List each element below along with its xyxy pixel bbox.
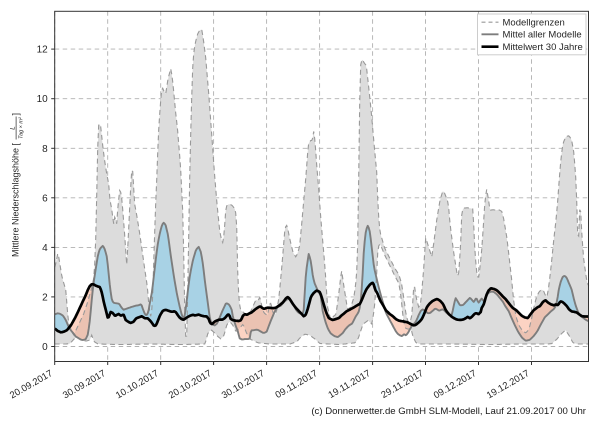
svg-text:4: 4 bbox=[42, 243, 48, 254]
svg-text:L: L bbox=[9, 126, 16, 130]
svg-text:2: 2 bbox=[42, 292, 48, 303]
svg-text:Mittel aller Modelle: Mittel aller Modelle bbox=[503, 30, 582, 41]
svg-text:]: ] bbox=[11, 113, 21, 116]
svg-text:Mittlere Niederschlagshöhe [: Mittlere Niederschlagshöhe [ bbox=[11, 142, 21, 257]
svg-text:(c) Donnerwetter.de GmbH SLM-M: (c) Donnerwetter.de GmbH SLM-Modell, Lau… bbox=[311, 406, 586, 417]
svg-text:12: 12 bbox=[37, 45, 49, 56]
svg-text:Modellgrenzen: Modellgrenzen bbox=[503, 17, 565, 28]
svg-text:0: 0 bbox=[42, 342, 48, 353]
svg-text:Mittelwert 30 Jahre: Mittelwert 30 Jahre bbox=[503, 42, 583, 53]
svg-text:6: 6 bbox=[42, 193, 48, 204]
svg-text:10: 10 bbox=[37, 94, 49, 105]
svg-text:Tag × m²: Tag × m² bbox=[19, 117, 25, 139]
svg-text:8: 8 bbox=[42, 144, 48, 155]
